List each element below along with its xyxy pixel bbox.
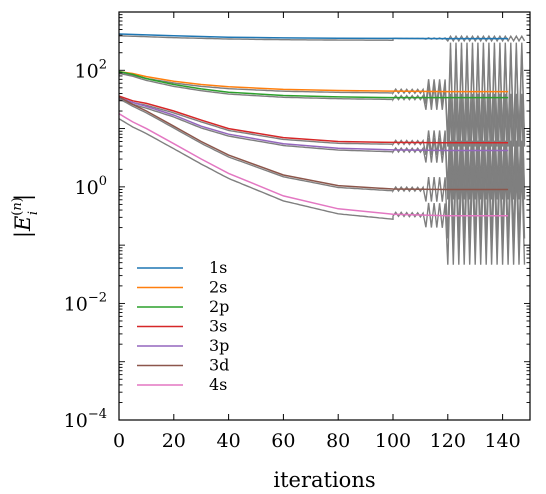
legend-label-3s: 3s	[209, 317, 227, 336]
y-tick-label: 10−2	[64, 290, 107, 315]
x-tick-label: 80	[326, 430, 350, 452]
x-tick-label: 120	[430, 430, 466, 452]
divergent-run-line	[118, 98, 526, 200]
y-axis-label-text: |E(n)i|	[10, 194, 41, 238]
divergent-run-line	[118, 98, 526, 239]
x-tick-label: 140	[484, 430, 520, 452]
series-line-1s	[118, 33, 509, 40]
legend-label-4s: 4s	[209, 375, 227, 394]
x-tick-label: 20	[162, 430, 186, 452]
series-line-2p	[118, 70, 509, 99]
series-line-4s	[118, 113, 509, 217]
series-line-3p	[118, 96, 509, 152]
x-tick-label: 0	[113, 430, 125, 452]
x-tick-label: 40	[217, 430, 241, 452]
legend-label-2p: 2p	[209, 297, 229, 316]
y-tick-label: 10−4	[64, 407, 107, 432]
y-axis-ticks: 10−4 10−2 100 102	[64, 14, 530, 432]
y-axis-label: |E(n)i|	[10, 194, 41, 238]
axes-frame	[118, 11, 531, 421]
series-lines	[118, 33, 526, 265]
series-line-3d	[118, 96, 509, 191]
series-line-2s	[118, 70, 509, 93]
divergent-run-line	[118, 48, 526, 147]
legend-label-3d: 3d	[209, 356, 229, 375]
legend-label-2s: 2s	[209, 278, 227, 297]
y-tick-label: 100	[75, 174, 107, 199]
x-axis-label: iterations	[273, 468, 375, 492]
series-line-3s	[118, 95, 509, 144]
legend-label-3p: 3p	[209, 336, 229, 355]
x-tick-label: 60	[271, 430, 295, 452]
legend-label-1s: 1s	[209, 258, 227, 277]
divergent-run-line	[118, 118, 526, 265]
divergent-run-line	[118, 34, 526, 43]
x-tick-label: 100	[375, 430, 411, 452]
x-axis-ticks: 0 20 40 60 80 100 120 140	[113, 12, 521, 452]
y-tick-label: 102	[75, 57, 107, 82]
